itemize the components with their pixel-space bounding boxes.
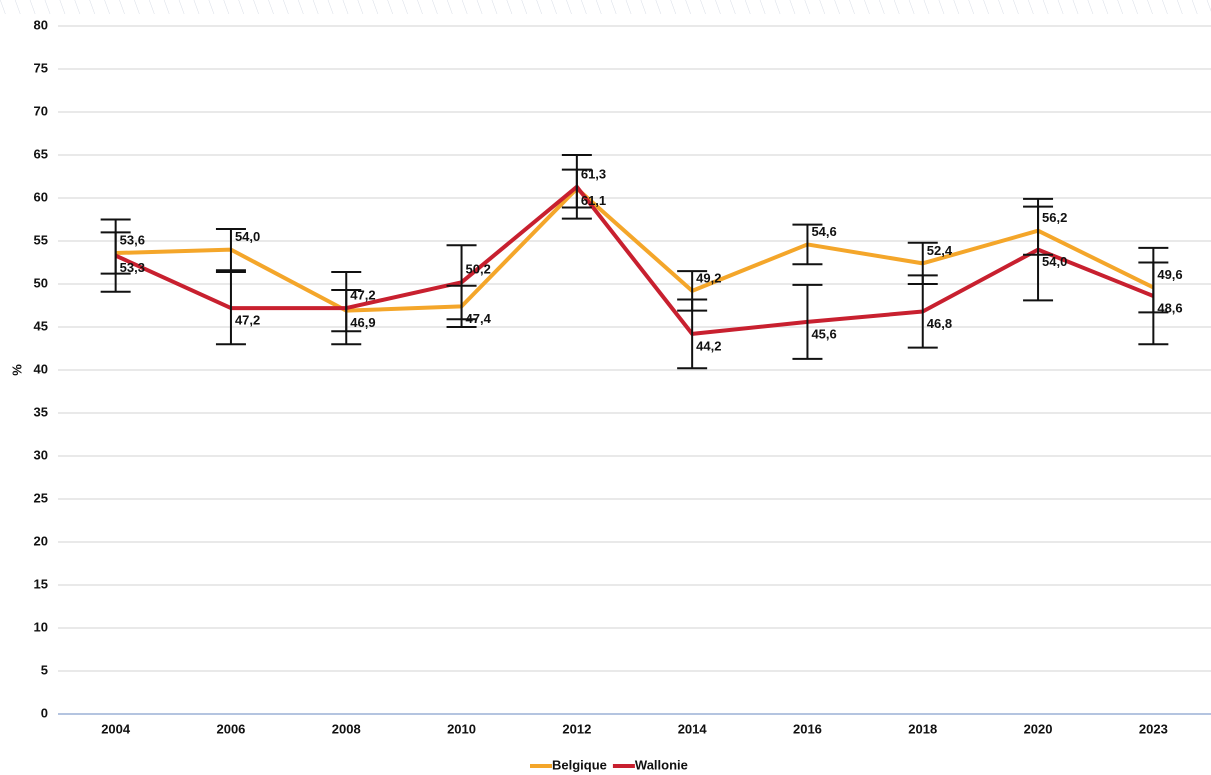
data-label: 48,6 xyxy=(1157,300,1182,315)
y-tick-label: 65 xyxy=(34,146,48,161)
y-tick-label: 40 xyxy=(34,361,48,376)
data-label: 49,6 xyxy=(1157,267,1182,282)
y-tick-label: 75 xyxy=(34,60,48,75)
x-tick-label: 2010 xyxy=(447,721,476,736)
x-tick-label: 2020 xyxy=(1024,721,1053,736)
y-tick-label: 50 xyxy=(34,275,48,290)
x-tick-label: 2012 xyxy=(562,721,591,736)
error-bar xyxy=(1138,246,1169,346)
data-label: 50,2 xyxy=(466,262,491,277)
data-label: 47,2 xyxy=(350,288,375,303)
data-label: 53,6 xyxy=(120,232,145,247)
y-tick-label: 30 xyxy=(34,447,48,462)
data-label: 44,2 xyxy=(696,338,721,353)
data-label: 49,2 xyxy=(696,270,721,285)
error-bar xyxy=(215,227,246,272)
data-label: 47,4 xyxy=(466,311,492,326)
data-label: 54,6 xyxy=(811,224,836,239)
y-tick-label: 0 xyxy=(41,705,48,720)
data-label: 61,1 xyxy=(581,193,606,208)
error-bar xyxy=(215,270,246,346)
data-label: 54,0 xyxy=(1042,254,1067,269)
x-tick-label: 2016 xyxy=(793,721,822,736)
x-tick-label: 2014 xyxy=(678,721,708,736)
error-bar xyxy=(561,154,592,220)
x-tick-label: 2023 xyxy=(1139,721,1168,736)
legend-label: Wallonie xyxy=(635,757,688,772)
data-label: 52,4 xyxy=(927,243,953,258)
y-tick-label: 35 xyxy=(34,404,48,419)
error-bar xyxy=(446,244,477,321)
data-label: 45,6 xyxy=(811,326,836,341)
x-tick-label: 2018 xyxy=(908,721,937,736)
y-tick-label: 80 xyxy=(34,17,48,32)
y-tick-label: 5 xyxy=(41,662,48,677)
data-label: 47,2 xyxy=(235,313,260,328)
y-tick-label: 10 xyxy=(34,619,48,634)
y-axis-label: % xyxy=(9,364,24,376)
error-bar xyxy=(1023,197,1054,302)
data-label: 46,9 xyxy=(350,315,375,330)
error-bar xyxy=(100,218,131,293)
error-bar xyxy=(907,274,938,349)
x-tick-label: 2006 xyxy=(216,721,245,736)
data-label: 61,3 xyxy=(581,166,606,181)
error-bar xyxy=(677,298,708,370)
data-label: 54,0 xyxy=(235,229,260,244)
y-tick-label: 25 xyxy=(34,490,48,505)
line xyxy=(114,184,1155,336)
data-label: 46,8 xyxy=(927,316,952,331)
x-tick-label: 2004 xyxy=(101,721,131,736)
y-tick-label: 60 xyxy=(34,189,48,204)
legend-label: Belgique xyxy=(552,757,607,772)
data-label: 56,2 xyxy=(1042,210,1067,225)
y-tick-label: 15 xyxy=(34,576,48,591)
error-bar xyxy=(331,270,362,346)
y-tick-label: 70 xyxy=(34,103,48,118)
error-bar xyxy=(792,283,823,360)
y-tick-label: 20 xyxy=(34,533,48,548)
y-tick-label: 55 xyxy=(34,232,48,247)
x-tick-label: 2008 xyxy=(332,721,361,736)
data-label: 53,3 xyxy=(120,260,145,275)
line xyxy=(115,186,1155,313)
header-decoration xyxy=(0,0,1211,14)
y-tick-label: 45 xyxy=(34,318,48,333)
error-bar xyxy=(792,223,823,266)
